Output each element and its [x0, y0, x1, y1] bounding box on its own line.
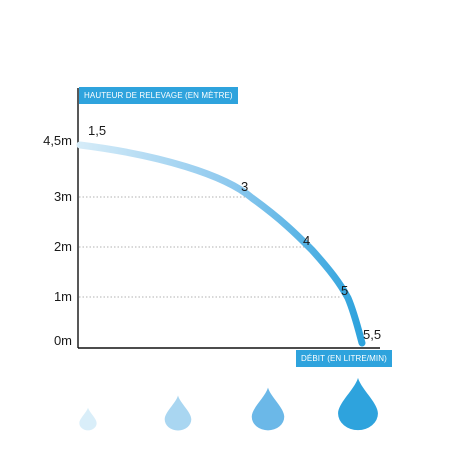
water-drop-icon	[164, 395, 192, 431]
y-tick-label: 3m	[53, 189, 72, 204]
point-label: 5,5	[363, 327, 382, 342]
water-drop-icon	[79, 407, 97, 431]
x-axis-title: DÉBIT (EN LITRE/MIN)	[296, 350, 392, 367]
point-label: 3	[241, 179, 249, 194]
water-drop-icon	[251, 387, 285, 431]
gridlines	[79, 196, 340, 298]
point-label: 1,5	[88, 123, 107, 138]
point-label: 5	[341, 283, 349, 298]
water-drop-icon	[338, 377, 378, 431]
y-tick-label: 1m	[53, 289, 72, 304]
y-tick-label: 0m	[53, 333, 72, 348]
y-tick-label: 2m	[53, 239, 72, 254]
point-label: 4	[303, 233, 311, 248]
performance-curve	[76, 141, 366, 347]
y-axis-title: HAUTEUR DE RELEVAGE (EN MÈTRE)	[79, 87, 238, 104]
y-tick-label: 4,5m	[43, 133, 72, 148]
